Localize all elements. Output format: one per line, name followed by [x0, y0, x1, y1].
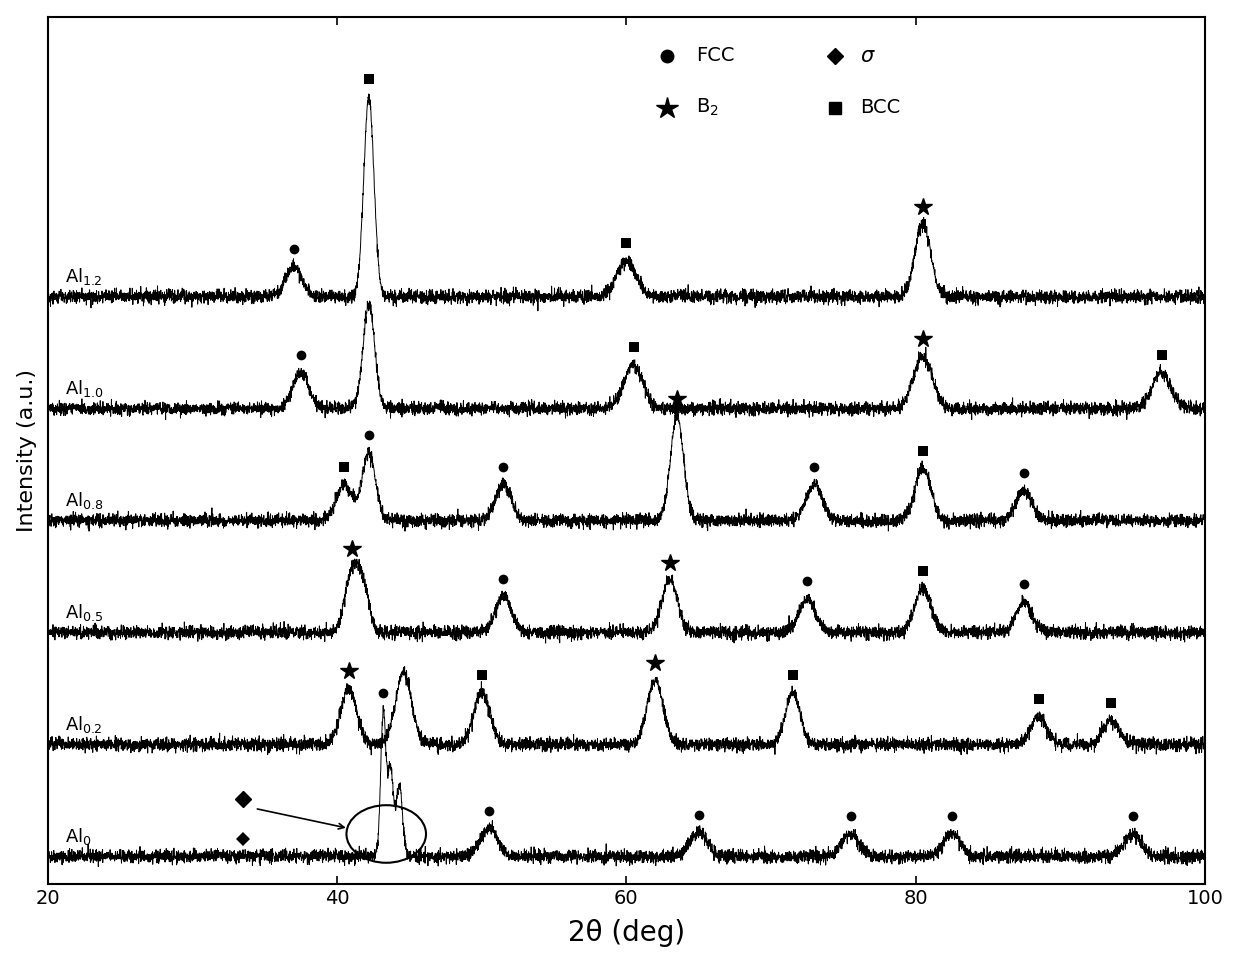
Text: BCC: BCC [861, 98, 900, 118]
Text: $\sigma$: $\sigma$ [861, 45, 875, 66]
Y-axis label: Intensity (a.u.): Intensity (a.u.) [16, 369, 37, 532]
Text: Al$_{0.8}$: Al$_{0.8}$ [66, 490, 103, 511]
Text: FCC: FCC [696, 46, 734, 66]
Text: Al$_0$: Al$_0$ [66, 826, 92, 846]
Text: B$_2$: B$_2$ [696, 97, 719, 119]
Text: Al$_{1.2}$: Al$_{1.2}$ [66, 266, 103, 287]
Text: Al$_{0.2}$: Al$_{0.2}$ [66, 713, 103, 735]
X-axis label: 2θ (deg): 2θ (deg) [568, 920, 684, 948]
Text: Al$_{1.0}$: Al$_{1.0}$ [66, 378, 104, 399]
Text: Al$_{0.5}$: Al$_{0.5}$ [66, 602, 104, 623]
